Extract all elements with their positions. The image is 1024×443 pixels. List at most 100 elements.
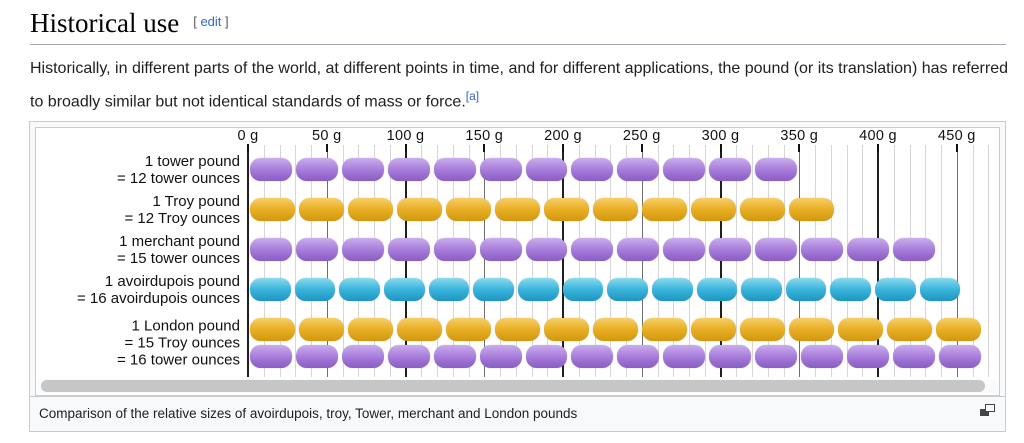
edit-bracket-open: [	[193, 14, 201, 29]
bar-segment	[617, 158, 660, 181]
bar-segment	[347, 318, 393, 341]
paragraph-text: Historically, in different parts of the …	[30, 60, 1008, 111]
bar-segment	[341, 345, 384, 368]
bar-segment	[341, 238, 384, 261]
bar-segment	[294, 278, 336, 301]
gridline	[562, 145, 564, 377]
gridline	[783, 145, 785, 377]
bar-segment	[875, 278, 916, 301]
bar-segment	[663, 158, 706, 181]
gridline	[925, 145, 927, 377]
axis-tick	[247, 144, 249, 152]
row-label: 1 Troy pound = 12 Troy ounces	[36, 192, 241, 227]
bar-segment	[494, 318, 540, 341]
bar-segment	[428, 278, 470, 301]
axis-tick-label: 300 g	[701, 128, 740, 144]
axis-tick-label: 150 g	[465, 128, 504, 144]
bar-segment	[341, 158, 384, 181]
bar-segment	[445, 318, 491, 341]
gridline	[374, 145, 375, 377]
row-label-line: 1 Troy pound	[152, 192, 240, 210]
bar-segment	[250, 345, 292, 368]
bar-segment	[517, 278, 559, 301]
bar-segment	[837, 318, 883, 341]
gridline	[437, 145, 438, 377]
gridline	[752, 145, 753, 377]
bar-segment	[479, 158, 522, 181]
bar-segment	[445, 198, 491, 221]
axis-tick-label: 250 g	[622, 128, 661, 144]
gridline	[295, 145, 297, 377]
gridline	[799, 145, 801, 377]
gridline	[877, 145, 879, 377]
bar-segment	[396, 318, 442, 341]
bar-segment	[801, 345, 844, 368]
bar-segment	[641, 318, 687, 341]
gridline	[846, 145, 848, 377]
edit-link[interactable]: edit	[200, 14, 222, 29]
axis-tick-label: 0 g	[237, 128, 259, 144]
row-label-line: 1 merchant pound	[119, 232, 240, 250]
gridline	[941, 145, 942, 377]
gridline	[326, 145, 328, 377]
gridline	[972, 145, 974, 377]
bar-segment	[690, 198, 736, 221]
expand-icon-back-square	[980, 409, 989, 416]
bar-segment	[696, 278, 738, 301]
bar-segment	[339, 278, 380, 301]
bar-segment	[525, 158, 568, 181]
bar-segment	[525, 238, 568, 261]
bar-segment	[755, 238, 798, 261]
bar-segment	[295, 158, 338, 181]
bar-segment	[295, 238, 338, 261]
axis-tick	[955, 144, 958, 152]
bar-segment	[641, 198, 687, 221]
bar-segment	[298, 318, 344, 341]
gridline	[657, 145, 659, 377]
bar-segment	[250, 318, 295, 341]
gridline	[578, 145, 580, 377]
gridline	[594, 145, 596, 377]
footnote-link[interactable]: [a]	[465, 89, 480, 103]
row-label-line: = 15 Troy ounces	[124, 334, 241, 352]
bar-segment	[663, 345, 706, 368]
expand-icon[interactable]	[980, 404, 995, 416]
bar-segment	[892, 345, 935, 368]
gridline	[626, 145, 627, 377]
edit-section: [ edit ]	[193, 14, 228, 29]
gridline	[641, 145, 643, 377]
bar-segment	[935, 318, 981, 341]
row-label: 1 merchant pound = 15 tower ounces	[36, 233, 240, 267]
axis-tick	[404, 144, 407, 152]
bar-segment	[473, 278, 514, 301]
bar-segment	[617, 345, 660, 368]
expand-icon-front-square	[985, 404, 995, 412]
bar-segment	[739, 198, 785, 221]
gridline	[404, 145, 407, 377]
axis-tick-label: 400 g	[859, 128, 897, 144]
bar-segment	[250, 238, 292, 261]
axis-tick	[877, 144, 879, 152]
horizontal-scrollbar[interactable]	[37, 379, 998, 393]
gridline	[988, 145, 990, 377]
bar-segment	[847, 345, 889, 368]
bar-segment	[250, 278, 291, 301]
gridline	[468, 145, 470, 377]
gridline	[862, 145, 864, 377]
gridline	[956, 145, 958, 377]
gridline	[500, 145, 501, 377]
scrollbar-thumb[interactable]	[41, 380, 985, 392]
gridline	[279, 145, 281, 377]
bar-segment	[387, 158, 430, 181]
gridline	[531, 145, 533, 377]
row-label-line: = 15 tower ounces	[117, 249, 240, 267]
bar-segment	[755, 345, 798, 368]
bar-segment	[571, 238, 614, 261]
bar-segment	[830, 278, 872, 301]
row-label: 1 avoirdupois pound = 16 avoirdupois ounc…	[36, 273, 240, 307]
row-label-line: = 12 Troy ounces	[124, 209, 241, 227]
row-label-line: 1 London pound	[131, 317, 240, 335]
gridline	[719, 145, 722, 377]
axis-tick-label: 100 g	[386, 128, 425, 144]
bar-segment	[651, 278, 693, 301]
